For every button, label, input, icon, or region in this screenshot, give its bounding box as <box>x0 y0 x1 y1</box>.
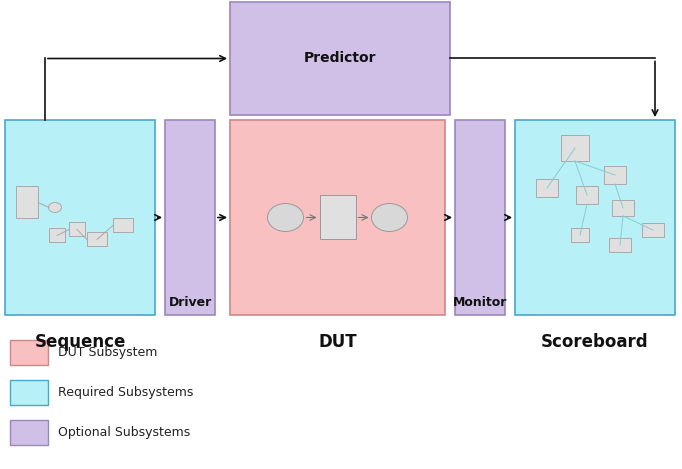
Bar <box>87 233 107 247</box>
Text: Optional Subsystems: Optional Subsystems <box>58 426 190 439</box>
Bar <box>113 219 133 233</box>
Bar <box>561 135 589 161</box>
Bar <box>571 228 589 242</box>
Bar <box>455 120 505 315</box>
Bar <box>16 187 38 219</box>
Bar <box>230 120 445 315</box>
Bar <box>165 120 215 315</box>
Text: Required Subsystems: Required Subsystems <box>58 386 194 399</box>
Ellipse shape <box>372 204 408 232</box>
Bar <box>536 179 558 197</box>
Bar <box>609 238 631 252</box>
Bar <box>515 120 675 315</box>
Bar <box>319 196 355 240</box>
Text: Predictor: Predictor <box>303 52 376 66</box>
Bar <box>230 2 450 115</box>
Bar <box>69 222 85 236</box>
Bar <box>604 166 626 184</box>
Text: Driver: Driver <box>168 296 211 309</box>
Text: Monitor: Monitor <box>453 296 507 309</box>
Bar <box>10 380 48 405</box>
Text: DUT Subsystem: DUT Subsystem <box>58 346 158 359</box>
Bar <box>642 223 664 237</box>
Text: Sequence: Sequence <box>34 333 125 351</box>
Text: Scoreboard: Scoreboard <box>542 333 649 351</box>
Bar <box>10 420 48 445</box>
Bar <box>5 120 155 315</box>
Ellipse shape <box>267 204 303 232</box>
Bar <box>10 340 48 365</box>
Bar <box>49 228 65 242</box>
Ellipse shape <box>48 203 61 212</box>
Bar <box>612 200 634 216</box>
Text: DUT: DUT <box>318 333 357 351</box>
Bar <box>576 186 598 204</box>
